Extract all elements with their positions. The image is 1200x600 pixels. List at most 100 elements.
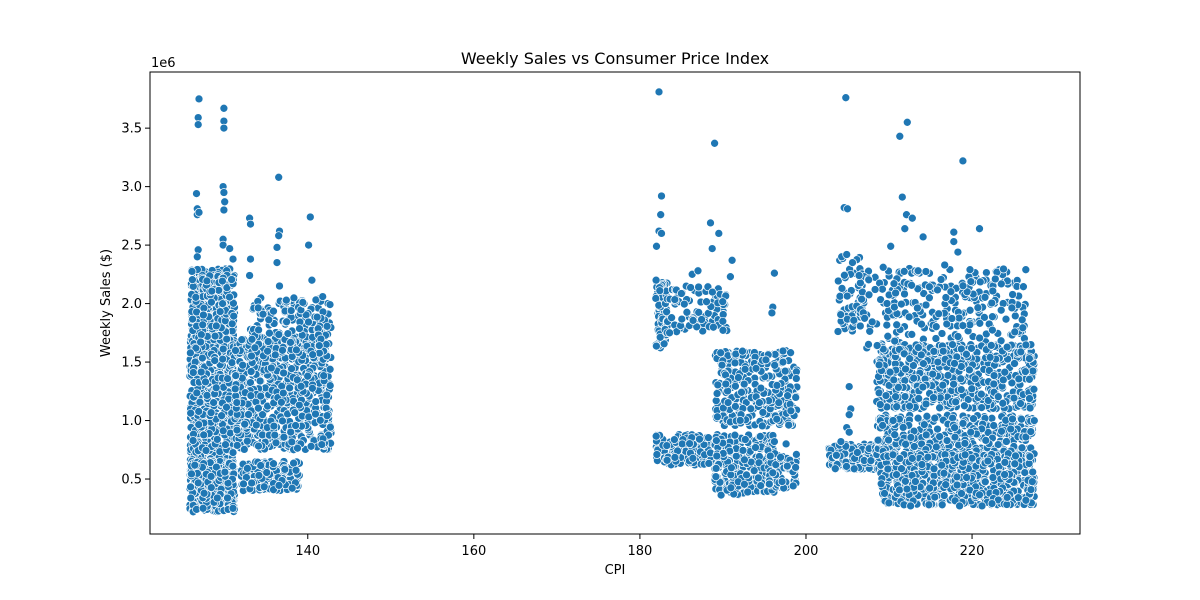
data-point (996, 305, 1006, 315)
data-point (712, 389, 722, 398)
data-point (975, 333, 984, 343)
data-point (191, 292, 201, 302)
data-point (960, 401, 969, 411)
data-point (921, 399, 931, 409)
data-point (900, 289, 909, 299)
data-point (739, 379, 749, 389)
data-point (251, 420, 261, 430)
data-point (697, 315, 706, 324)
data-point (953, 332, 963, 341)
data-point (1002, 437, 1011, 446)
data-point (935, 432, 944, 441)
data-point (925, 282, 934, 292)
data-point (207, 297, 216, 307)
data-point (837, 284, 847, 293)
data-point (227, 358, 237, 368)
data-point (695, 434, 704, 444)
data-point (652, 341, 661, 351)
data-point (730, 358, 740, 368)
data-point (985, 352, 995, 362)
data-point (266, 363, 276, 373)
data-point (740, 435, 750, 444)
data-point (914, 394, 924, 403)
data-point (731, 402, 740, 411)
data-point (958, 281, 968, 291)
data-point (1001, 314, 1011, 324)
data-point (202, 276, 212, 286)
data-point (283, 329, 293, 338)
data-point (195, 397, 205, 407)
data-point (833, 327, 843, 336)
data-point (916, 350, 926, 360)
data-point (777, 477, 787, 486)
data-point (951, 397, 961, 407)
data-point (193, 478, 203, 488)
data-point (740, 479, 749, 489)
data-point (938, 380, 948, 390)
data-point (936, 275, 946, 284)
data-point (287, 364, 296, 374)
data-point (933, 285, 942, 295)
data-point (1028, 366, 1038, 376)
data-point (956, 374, 966, 384)
data-point (892, 402, 902, 412)
data-point (967, 343, 976, 353)
data-point (1007, 303, 1017, 313)
data-point (263, 346, 272, 356)
data-point (274, 481, 284, 490)
data-point (727, 463, 736, 473)
data-point (740, 455, 749, 465)
data-point (209, 398, 218, 407)
data-point (770, 360, 780, 370)
data-point (749, 466, 759, 476)
data-point (998, 375, 1008, 385)
data-point (325, 300, 335, 309)
data-point (864, 340, 873, 349)
data-point (677, 314, 687, 324)
data-point (930, 413, 940, 423)
data-point (303, 371, 313, 381)
data-point (921, 430, 931, 440)
data-point (196, 337, 205, 347)
data-point (269, 306, 278, 316)
data-point (221, 440, 230, 449)
data-point (199, 310, 208, 320)
data-point (1008, 290, 1017, 299)
data-point (878, 284, 887, 294)
data-point (677, 289, 686, 298)
data-point (882, 299, 892, 308)
data-point (188, 436, 198, 445)
data-point (688, 453, 698, 463)
data-point (230, 384, 240, 394)
data-point (864, 275, 874, 285)
data-point (782, 461, 792, 471)
data-point (247, 478, 257, 488)
data-point (1016, 347, 1026, 357)
data-point (857, 294, 866, 304)
data-point (254, 471, 264, 480)
data-point (198, 320, 208, 330)
data-point (291, 465, 301, 475)
data-point (312, 312, 322, 322)
data-point (842, 462, 851, 471)
data-point (232, 398, 242, 407)
data-point (188, 275, 197, 285)
data-point (713, 380, 723, 390)
data-point (280, 465, 290, 474)
data-point (694, 282, 703, 292)
data-point (865, 326, 875, 336)
data-point (758, 408, 768, 417)
data-point (1021, 340, 1031, 350)
data-point (753, 473, 763, 483)
data-point (942, 436, 952, 445)
data-point (874, 360, 884, 370)
data-point (751, 443, 760, 452)
data-point (721, 379, 731, 389)
data-point (218, 426, 228, 436)
data-point (999, 264, 1008, 274)
data-point (201, 377, 210, 387)
data-point (220, 467, 230, 477)
data-point (231, 346, 240, 355)
data-point (206, 408, 216, 418)
data-point (967, 384, 977, 394)
